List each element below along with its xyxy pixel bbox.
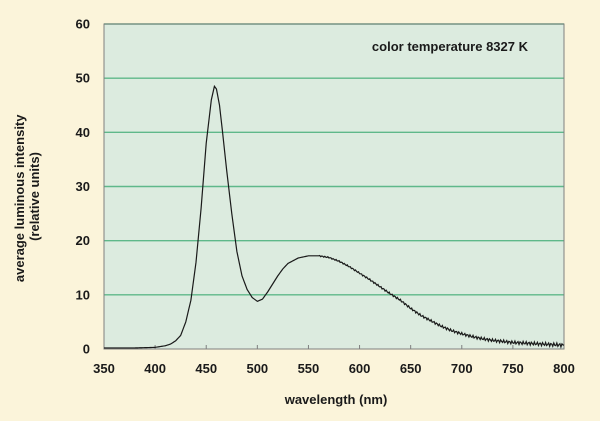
x-tick-label: 650 [400, 361, 422, 376]
plot-frame [103, 23, 565, 350]
y-axis-ticks: 0 10 20 30 40 50 60 [76, 17, 90, 357]
x-tick-label: 800 [553, 361, 575, 376]
x-axis-title: wavelength (nm) [284, 392, 388, 407]
y-tick-label: 50 [76, 71, 90, 86]
x-tick-label: 550 [298, 361, 320, 376]
y-tick-label: 10 [76, 287, 90, 302]
y-axis-title: average luminous intensity (relative uni… [12, 111, 42, 282]
y-tick-label: 30 [76, 179, 90, 194]
x-tick-label: 350 [93, 361, 115, 376]
x-tick-label: 600 [349, 361, 371, 376]
y-tick-label: 40 [76, 125, 90, 140]
y-tick-label: 0 [83, 342, 90, 357]
x-tick-label: 700 [451, 361, 473, 376]
x-tick-label: 750 [502, 361, 524, 376]
y-tick-label: 60 [76, 17, 90, 32]
x-tick-label: 500 [246, 361, 268, 376]
x-axis-ticks: 350 400 450 500 550 600 650 700 750 800 [93, 345, 575, 376]
y-axis-title-line-1: average luminous intensity [12, 114, 27, 282]
y-tick-label: 20 [76, 233, 90, 248]
spectrum-line [104, 84, 565, 349]
y-axis-title-line-2: (relative units) [27, 152, 42, 241]
x-tick-label: 450 [195, 361, 217, 376]
x-tick-label: 400 [144, 361, 166, 376]
color-temperature-annotation: color temperature 8327 K [372, 39, 529, 54]
